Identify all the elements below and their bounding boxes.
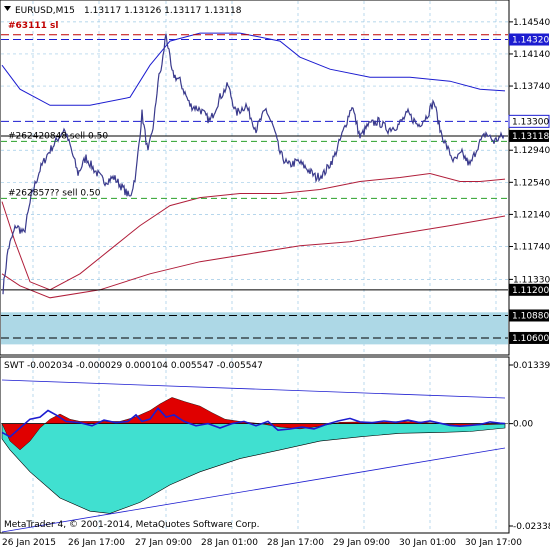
price-tick-label: 1.14140 <box>513 50 550 60</box>
price-zone <box>1 312 508 345</box>
price-tick-label: 1.12540 <box>513 178 550 188</box>
indicator-axis: 0.013392 0.00 -0.023388 <box>509 361 550 532</box>
order-labels: #262420848 sell 0.50 #262857?? sell 0.50 <box>8 131 108 198</box>
swt-negative-area <box>1 423 506 514</box>
lower-band-line <box>1 172 506 291</box>
order-label: #262857?? sell 0.50 <box>8 188 101 198</box>
price-tick-label: 1.11330 <box>513 275 550 285</box>
price-tick-label: 1.12140 <box>513 210 550 220</box>
order-lines <box>1 140 508 199</box>
price-tick-label: 1.14540 <box>513 18 550 28</box>
slow-ma-line <box>1 215 506 299</box>
price-series-line <box>2 33 505 295</box>
price-badge-label: 1.10600 <box>512 334 549 344</box>
order-label: #262420848 sell 0.50 <box>8 131 108 141</box>
swt-line <box>1 407 506 438</box>
price-badge-label: 1.10880 <box>512 311 549 321</box>
swt-positive-area <box>1 397 506 451</box>
price-badge <box>509 283 549 296</box>
price-axis: 1.14540 1.14140 1.13740 1.12940 1.12540 1.121… <box>509 18 550 285</box>
price-badge-label: 1.13300 <box>512 117 549 127</box>
price-badge-label: 1.14320 <box>512 36 549 46</box>
swt-upper-envelope <box>1 379 506 399</box>
time-axis: 26 Jan 2015 26 Jan 17:00 27 Jan 09:00 28 Ja… <box>2 538 522 548</box>
indicator-bands <box>1 32 506 299</box>
price-tick-label: 1.11740 <box>513 242 550 252</box>
time-label: 30 Jan 17:00 <box>465 538 522 548</box>
price-tick-label: 1.13740 <box>513 82 550 92</box>
price-badge-label: 1.11200 <box>512 286 549 296</box>
indicator-label: SWT -0.002034 -0.000029 0.000104 0.00554… <box>4 361 263 371</box>
main-chart-frame <box>0 0 510 356</box>
time-label: 28 Jan 01:00 <box>201 538 258 548</box>
time-label: 27 Jan 09:00 <box>135 538 192 548</box>
symbol-timeframe: EURUSD,M15 <box>15 6 75 16</box>
time-label: 30 Jan 01:00 <box>399 538 456 548</box>
indicator-tick-label: 0.00 <box>513 420 533 430</box>
price-badge <box>509 331 549 344</box>
price-badge <box>509 309 549 322</box>
time-label: 29 Jan 09:00 <box>333 538 390 548</box>
price-badge <box>509 33 549 46</box>
time-label: 26 Jan 17:00 <box>68 538 125 548</box>
price-badge <box>509 129 549 142</box>
ohlc-values: 1.13117 1.13126 1.13117 1.13118 <box>84 6 242 16</box>
symbol-dropdown-icon[interactable] <box>4 6 11 11</box>
price-badges: 1.14320 1.13300 1.13118 1.11200 1.10880 1.106… <box>508 33 550 344</box>
time-label: 28 Jan 17:00 <box>267 538 324 548</box>
horizontal-grid <box>1 21 508 280</box>
price-tick-label: 1.12940 <box>513 146 550 156</box>
upper-band-line <box>1 32 506 106</box>
copyright-text: MetaTrader 4, © 2001-2014, MetaQuotes So… <box>4 520 260 530</box>
price-badge <box>508 114 550 128</box>
time-label: 26 Jan 2015 <box>2 538 56 548</box>
swt-lower-envelope <box>1 447 506 533</box>
indicator-tick-label: 0.013392 <box>513 361 550 371</box>
indicator-tick-label: -0.023388 <box>513 522 550 532</box>
order-overlay-label: #63111 sl <box>8 21 58 31</box>
price-badge-label: 1.13118 <box>512 132 549 142</box>
